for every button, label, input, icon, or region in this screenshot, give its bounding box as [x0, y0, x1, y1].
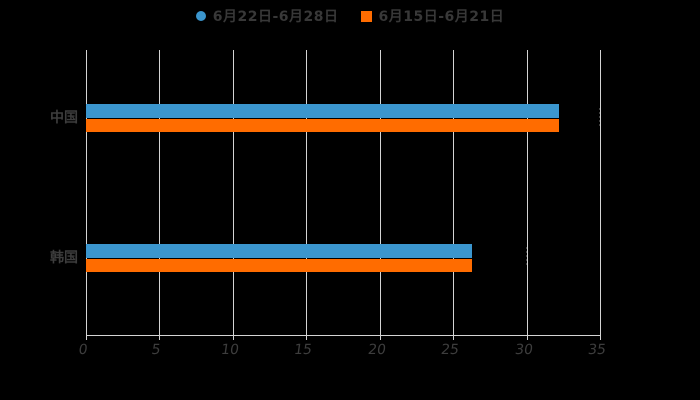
gridline: [232, 50, 234, 335]
x-axis-tick: [306, 336, 308, 340]
bar-china-series1: [86, 118, 559, 132]
bar-china-series0: [86, 104, 559, 118]
legend-circle-marker-icon: [195, 11, 206, 21]
x-tick-label: 5: [150, 342, 162, 358]
x-tick-label: 20: [366, 342, 387, 358]
gridline: [600, 50, 601, 335]
x-tick-label: 30: [513, 342, 534, 358]
bar-korea-series1: [86, 258, 473, 272]
plot-area: 0 5 10 15 20 25 30 35 中国韩国: [50, 50, 607, 358]
x-tick-label: 10: [219, 342, 240, 358]
legend-item-week-jun22-28[interactable]: 6月22日-6月28日: [195, 6, 339, 26]
x-axis-tick: [379, 336, 381, 340]
legend-label-week-jun15-21: 6月15日-6月21日: [378, 9, 505, 25]
legend-item-week-jun15-21[interactable]: 6月15日-6月21日: [360, 6, 505, 26]
x-tick-label: 0: [77, 342, 89, 358]
x-axis-tick: [453, 336, 455, 340]
x-axis-line: [86, 335, 601, 336]
category-label-china: 中国: [50, 110, 78, 126]
x-axis-tick: [600, 336, 601, 340]
gridline: [526, 50, 528, 335]
category-label-korea: 韩国: [50, 250, 78, 266]
gridline: [453, 50, 455, 335]
x-tick-label: 15: [293, 342, 314, 358]
legend-label-week-jun22-28: 6月22日-6月28日: [212, 9, 339, 25]
gridline: [86, 50, 87, 335]
gridline: [379, 50, 381, 335]
legend-square-marker-icon: [360, 10, 372, 22]
x-tick-label: 35: [586, 342, 608, 358]
legend: 6月22日-6月28日 6月15日-6月21日: [0, 6, 700, 26]
x-axis-tick: [526, 336, 528, 340]
gridline: [159, 50, 161, 335]
x-axis-tick: [86, 336, 87, 340]
x-tick-label: 25: [440, 342, 461, 358]
bar-korea-series0: [86, 244, 473, 258]
gridline: [306, 50, 308, 335]
x-axis-tick: [159, 336, 161, 340]
x-axis-tick: [232, 336, 234, 340]
